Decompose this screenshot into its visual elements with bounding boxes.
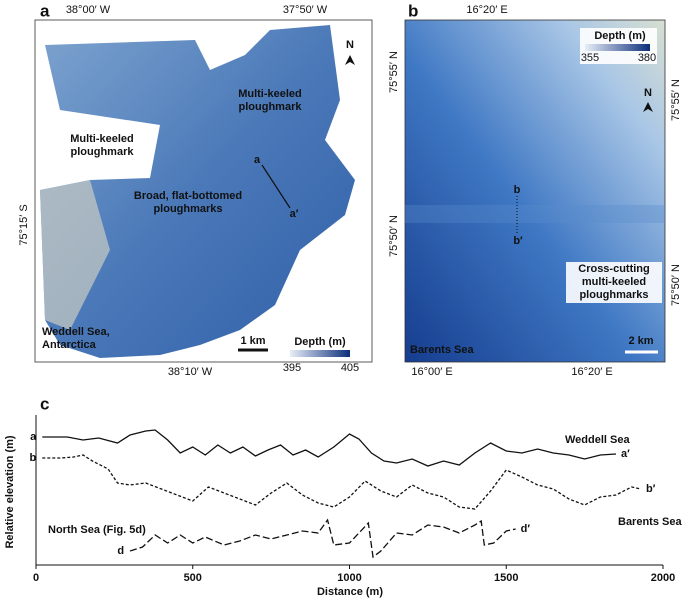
coordinate: 75°50′ N (388, 215, 400, 257)
series-label: Barents Sea (618, 516, 682, 528)
scale-label: 1 km (240, 335, 265, 347)
series-label: Weddell Sea (565, 434, 630, 446)
profile-start-label: d (117, 545, 124, 557)
coordinate: 16°20′ E (571, 366, 612, 378)
coordinate: 16°00′ E (411, 366, 452, 378)
panel-label: c (40, 394, 49, 413)
coordinate: 75°15′ S (18, 204, 30, 245)
legend-title: Depth (m) (294, 336, 346, 348)
profile-start-label: b (30, 452, 37, 464)
x-axis-label: Distance (m) (317, 586, 383, 598)
annotation: Broad, flat-bottomed ploughmarks (133, 190, 243, 215)
coordinate: 37°50′ W (283, 4, 328, 16)
panel-label: a (40, 1, 50, 20)
x-tick-label: 2000 (651, 572, 675, 584)
legend-label: 395 (283, 362, 301, 374)
profile-start-label: a (30, 431, 37, 443)
coordinate: 38°00′ W (66, 4, 111, 16)
legend-label: 405 (341, 362, 359, 374)
profile-end-label: d′ (521, 523, 531, 535)
scale-label: 2 km (628, 335, 653, 347)
location-label: Weddell Sea, Antarctica (42, 326, 110, 351)
panel-label: b (408, 1, 418, 20)
legend-label: 380 (638, 52, 656, 64)
map-a (34, 19, 373, 363)
x-tick-label: 1500 (494, 572, 518, 584)
profile-line (129, 518, 516, 559)
map-b (404, 19, 666, 363)
profile-end-label: a′ (621, 448, 630, 460)
coordinate: 75°50′ N (670, 264, 682, 306)
annotation: Cross-cutting multi-keeled ploughmarks (566, 262, 662, 303)
profile-label: b (514, 184, 521, 196)
coordinate: 16°20′ E (466, 4, 507, 16)
x-tick-label: 500 (184, 572, 202, 584)
location-label: Barents Sea (410, 344, 474, 356)
coordinate: 75°55′ N (670, 79, 682, 121)
north-arrow: N (644, 87, 652, 99)
legend-title: Depth (m) (594, 30, 646, 42)
annotation: Multi-keeled ploughmark (70, 133, 134, 158)
annotation: Multi-keeled ploughmark (238, 88, 302, 113)
coordinate: 38°10′ W (168, 366, 213, 378)
y-axis-label: Relative elevation (m) (4, 435, 16, 548)
x-tick-label: 1000 (337, 572, 361, 584)
profile-end-label: b′ (646, 483, 656, 495)
profile-label: b′ (513, 235, 523, 247)
series-label: North Sea (Fig. 5d) (48, 524, 146, 536)
profile-chart: c Distance (m) Relative elevation (m) 0 5… (4, 394, 683, 597)
profile-line (42, 454, 642, 510)
profile-line (42, 429, 617, 467)
coordinate: 75°55′ N (388, 51, 400, 93)
profile-label: a′ (290, 208, 299, 220)
legend-label: 355 (581, 52, 599, 64)
x-tick-label: 0 (33, 572, 39, 584)
profile-label: a (254, 154, 261, 166)
north-arrow: N (346, 39, 354, 51)
